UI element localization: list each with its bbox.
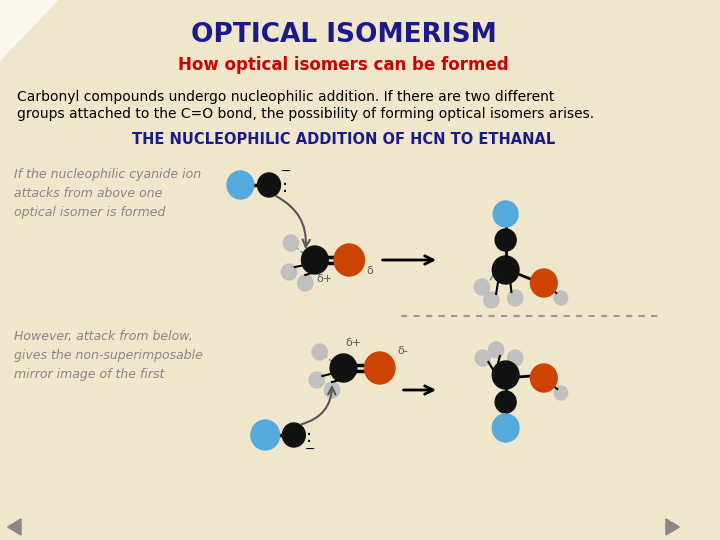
Circle shape	[554, 386, 567, 400]
Circle shape	[474, 279, 490, 295]
Circle shape	[508, 290, 523, 306]
Polygon shape	[8, 519, 21, 535]
Circle shape	[325, 382, 340, 398]
Circle shape	[492, 256, 519, 284]
Circle shape	[251, 420, 279, 450]
Circle shape	[554, 291, 567, 305]
Text: :: :	[306, 428, 312, 446]
Circle shape	[284, 235, 299, 251]
Text: :: :	[282, 178, 287, 196]
Circle shape	[330, 354, 357, 382]
Circle shape	[302, 246, 328, 274]
Text: However, attack from below,
gives the non-superimposable
mirror image of the fir: However, attack from below, gives the no…	[14, 330, 203, 381]
Circle shape	[493, 201, 518, 227]
Circle shape	[484, 292, 499, 308]
Text: How optical isomers can be formed: How optical isomers can be formed	[178, 56, 509, 74]
Circle shape	[508, 350, 523, 366]
Circle shape	[495, 391, 516, 413]
Circle shape	[531, 269, 557, 297]
Text: δ+: δ+	[345, 338, 361, 348]
Circle shape	[492, 414, 519, 442]
Circle shape	[488, 342, 504, 358]
Circle shape	[334, 244, 364, 276]
Circle shape	[495, 229, 516, 251]
Circle shape	[364, 352, 395, 384]
Text: Carbonyl compounds undergo nucleophilic addition. If there are two different: Carbonyl compounds undergo nucleophilic …	[17, 90, 554, 104]
Circle shape	[312, 344, 328, 360]
Text: groups attached to the C=O bond, the possibility of forming optical isomers aris: groups attached to the C=O bond, the pos…	[17, 107, 594, 121]
Polygon shape	[0, 0, 58, 60]
Polygon shape	[666, 519, 679, 535]
Text: δ: δ	[366, 266, 373, 276]
Text: −: −	[281, 165, 291, 178]
Circle shape	[297, 275, 313, 291]
Text: δ-: δ-	[397, 346, 408, 356]
Circle shape	[282, 264, 297, 280]
Text: If the nucleophilic cyanide ion
attacks from above one
optical isomer is formed: If the nucleophilic cyanide ion attacks …	[14, 168, 202, 219]
Circle shape	[309, 372, 325, 388]
FancyArrowPatch shape	[301, 387, 336, 424]
Circle shape	[492, 361, 519, 389]
Circle shape	[475, 350, 490, 366]
Text: THE NUCLEOPHILIC ADDITION OF HCN TO ETHANAL: THE NUCLEOPHILIC ADDITION OF HCN TO ETHA…	[132, 132, 555, 147]
FancyArrowPatch shape	[276, 196, 310, 247]
Circle shape	[227, 171, 253, 199]
Circle shape	[531, 364, 557, 392]
Circle shape	[282, 423, 305, 447]
Text: δ+: δ+	[316, 274, 333, 284]
Circle shape	[258, 173, 281, 197]
Text: OPTICAL ISOMERISM: OPTICAL ISOMERISM	[191, 22, 496, 48]
Text: −: −	[305, 442, 315, 456]
